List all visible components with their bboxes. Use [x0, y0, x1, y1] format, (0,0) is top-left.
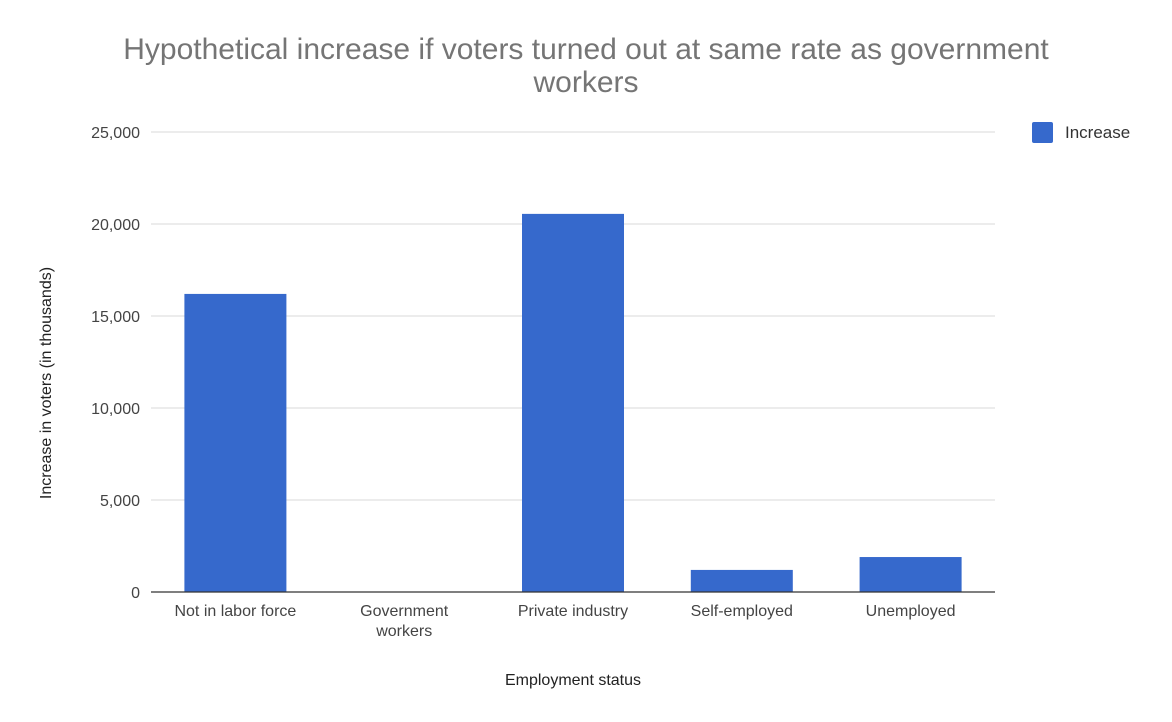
bar — [690, 569, 793, 592]
chart-title-line-1: Hypothetical increase if voters turned o… — [123, 33, 1049, 66]
legend: Increase — [1032, 122, 1130, 143]
y-tick-labels: 0 5,000 10,000 15,000 20,000 25,000 — [91, 125, 140, 602]
y-tick-label: 5,000 — [100, 493, 140, 510]
x-tick-label-line: Not in labor force — [174, 603, 296, 620]
bar — [184, 293, 287, 592]
x-tick-label: Government workers — [360, 603, 449, 640]
bars — [184, 213, 962, 592]
x-tick-label-line: Self-employed — [691, 603, 793, 620]
y-axis-label: Increase in voters (in thousands) — [38, 267, 55, 499]
legend-swatch — [1032, 122, 1053, 143]
y-tick-label: 25,000 — [91, 125, 140, 142]
bar — [859, 557, 962, 592]
x-axis-label: Employment status — [505, 672, 641, 689]
x-tick-label-line: workers — [375, 623, 432, 640]
x-tick-label: Unemployed — [866, 603, 956, 620]
y-tick-label: 10,000 — [91, 401, 140, 418]
x-tick-label-line: Government — [360, 603, 449, 620]
y-tick-label: 20,000 — [91, 217, 140, 234]
x-tick-label-line: Private industry — [518, 603, 628, 620]
y-tick-label: 0 — [131, 585, 140, 602]
x-tick-label: Self-employed — [691, 603, 793, 620]
legend-label: Increase — [1065, 123, 1130, 142]
x-tick-label: Not in labor force — [174, 603, 296, 620]
bar — [522, 213, 624, 592]
y-tick-label: 15,000 — [91, 309, 140, 326]
x-tick-label-line: Unemployed — [866, 603, 956, 620]
x-tick-labels: Not in labor force Government workers Priva… — [174, 603, 955, 640]
chart-title-line-2: workers — [533, 66, 639, 99]
x-tick-label: Private industry — [518, 603, 628, 620]
